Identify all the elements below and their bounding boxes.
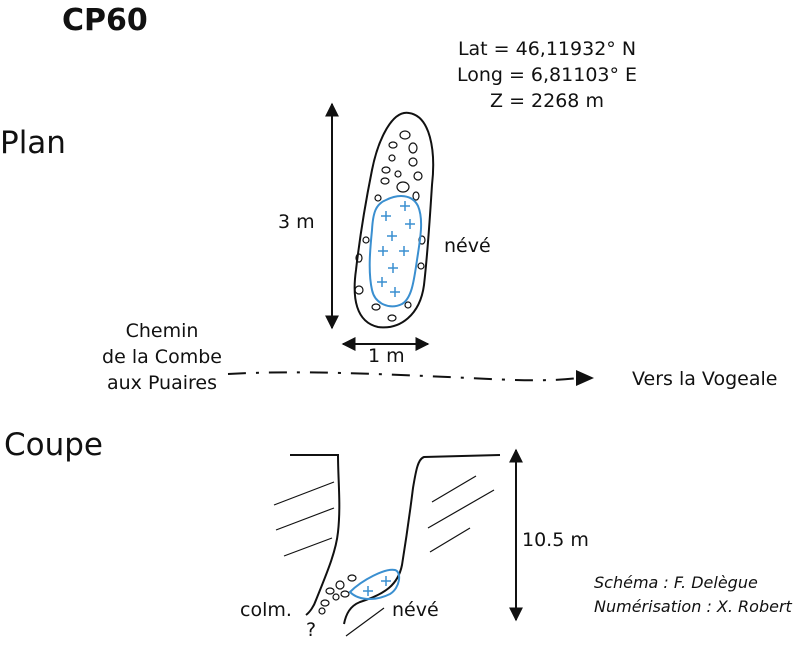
trail-name-line-2: de la Combe [102, 346, 222, 368]
surface-left [290, 454, 341, 616]
trail-name-line-3: aux Puaires [106, 372, 218, 394]
width-label: 1 m [368, 345, 405, 367]
direction-label: Vers la Vogeale [632, 368, 778, 390]
cave-outline-plan [353, 111, 435, 329]
section-heading: Coupe [4, 427, 104, 463]
altitude: Z = 2268 m [490, 90, 604, 112]
coordinates-block: Lat = 46,11932° N Long = 6,81103° E Z = … [452, 36, 642, 114]
surface-right [343, 454, 501, 625]
rock-hatching [273, 475, 495, 637]
neve-label-plan: névé [444, 235, 491, 257]
neve-crosses-section [363, 576, 391, 596]
plan-heading: Plan [0, 125, 66, 161]
diagram-title: CP60 [62, 3, 148, 38]
trail-name: Chemin de la Combe aux Puaires [92, 318, 232, 396]
trail-name-line-1: Chemin [125, 320, 199, 342]
neve-label-section: névé [392, 599, 439, 621]
latitude: Lat = 46,11932° N [457, 38, 637, 60]
colm-label: colm. [240, 599, 292, 621]
trail-arrowhead [576, 370, 594, 386]
trail-line [227, 371, 579, 382]
rocks-plan [354, 130, 426, 322]
rocks-section [318, 574, 357, 615]
neve-area-section [348, 568, 401, 600]
digitization-credit: Numérisation : X. Robert [594, 597, 792, 616]
longitude: Long = 6,81103° E [456, 64, 638, 86]
question-label: ? [306, 619, 317, 641]
neve-area-plan [368, 195, 423, 308]
schema-credit: Schéma : F. Delègue [594, 573, 758, 592]
neve-crosses-plan [377, 201, 415, 297]
depth-label: 10.5 m [522, 529, 589, 551]
length-label: 3 m [278, 211, 315, 233]
